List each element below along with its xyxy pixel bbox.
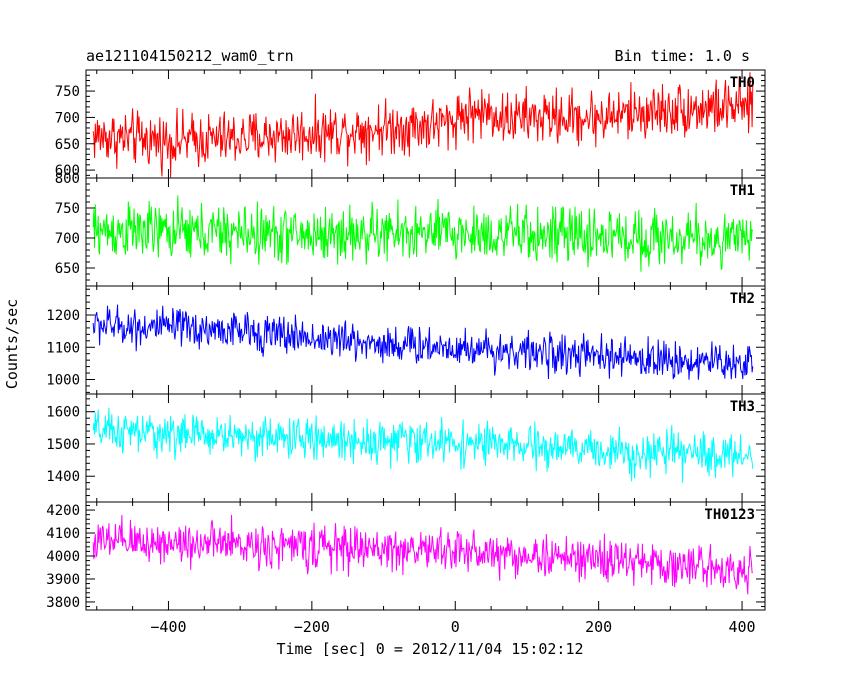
panel-th0123: 3800 3900 4000 4100 4200 TH0123 <box>46 501 766 611</box>
y-tick-label: 700 <box>55 231 80 247</box>
y-tick-label: 3900 <box>46 572 80 588</box>
y-axis-label: Counts/sec <box>3 299 21 389</box>
series-label-th2: TH2 <box>730 291 755 307</box>
x-tick-label: −200 <box>294 618 330 636</box>
y-tick-label: 700 <box>55 110 80 126</box>
y-tick-label: 600 <box>55 163 80 179</box>
y-tick-label: 1000 <box>46 372 80 388</box>
y-tick-label: 4200 <box>46 503 80 519</box>
x-tick-label: 0 <box>451 618 460 636</box>
y-tick-label: 4000 <box>46 549 80 565</box>
y-tick-label: 4100 <box>46 526 80 542</box>
y-tick-label: 800 <box>55 171 80 187</box>
panels-group: 600 650 700 750 TH0 650 700 750 800 TH1 1000 1100 12… <box>46 69 766 636</box>
series-label-th0: TH0 <box>730 75 755 91</box>
panel-th0: 600 650 700 750 TH0 <box>55 69 766 179</box>
y-tick-label: 1100 <box>46 340 80 356</box>
x-tick-label: 200 <box>585 618 612 636</box>
series-label-th3: TH3 <box>730 399 755 415</box>
series-line-th0 <box>92 72 754 178</box>
panel-th3: 1400 1500 1600 TH3 <box>46 393 766 503</box>
y-tick-label: 650 <box>55 261 80 277</box>
y-tick-label: 1200 <box>46 308 80 324</box>
chart-title: ae121104150212_wam0_trn <box>86 47 294 65</box>
x-tick-label: −400 <box>150 618 186 636</box>
series-line-th1 <box>92 195 754 272</box>
y-tick-label: 750 <box>55 201 80 217</box>
y-tick-label: 1400 <box>46 469 80 485</box>
series-label-th0123: TH0123 <box>704 507 755 523</box>
bin-time-label: Bin time: 1.0 s <box>615 47 750 65</box>
y-tick-label: 3800 <box>46 595 80 611</box>
panel-th2: 1000 1100 1200 TH2 <box>46 285 766 395</box>
series-label-th1: TH1 <box>730 183 755 199</box>
series-line-th2 <box>92 304 754 380</box>
series-line-th3 <box>92 407 754 483</box>
series-line-th0123 <box>92 514 753 595</box>
y-tick-label: 750 <box>55 84 80 100</box>
y-tick-label: 1500 <box>46 437 80 453</box>
panel-th1: 650 700 750 800 TH1 <box>55 171 766 287</box>
x-tick-label: 400 <box>729 618 756 636</box>
y-tick-label: 650 <box>55 137 80 153</box>
x-axis-label: Time [sec] 0 = 2012/11/04 15:02:12 <box>276 640 583 658</box>
y-tick-label: 1600 <box>46 405 80 421</box>
